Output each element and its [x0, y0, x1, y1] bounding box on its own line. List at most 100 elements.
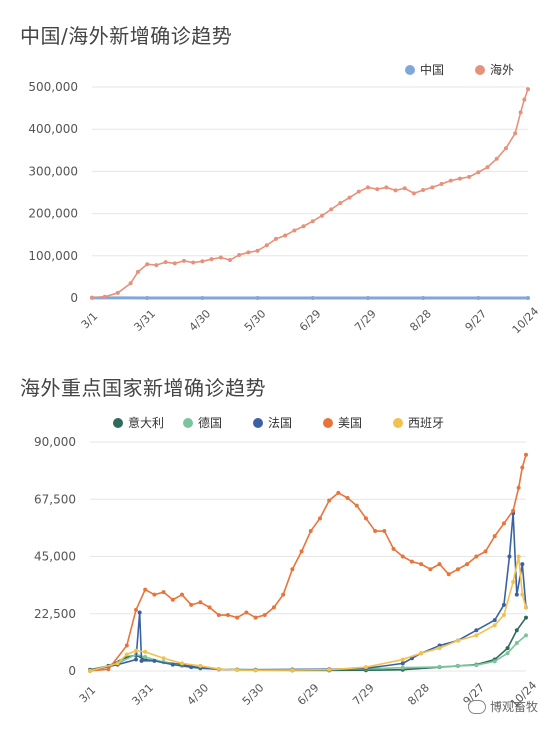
data-point: [145, 296, 149, 300]
data-point: [394, 188, 398, 192]
data-point: [465, 562, 469, 566]
data-point: [519, 110, 523, 114]
data-point: [200, 259, 204, 263]
legend-marker: [113, 418, 123, 428]
data-point: [173, 261, 177, 265]
data-point: [467, 175, 471, 179]
data-point: [456, 664, 460, 668]
data-point: [474, 663, 478, 667]
data-point: [355, 504, 359, 508]
data-point: [513, 131, 517, 135]
data-point: [302, 224, 306, 228]
data-point: [88, 669, 92, 673]
data-point: [526, 296, 530, 300]
data-point: [447, 572, 451, 576]
x-tick-label: 6/29: [297, 307, 324, 334]
data-point: [154, 263, 158, 267]
data-point: [526, 87, 530, 91]
data-point: [506, 651, 510, 655]
data-point: [292, 228, 296, 232]
legend-label: 德国: [198, 415, 222, 430]
data-point: [504, 146, 508, 150]
data-point: [210, 257, 214, 261]
data-point: [237, 253, 241, 257]
data-point: [318, 516, 322, 520]
data-point: [493, 618, 497, 622]
x-tick-label: 3/1: [77, 684, 99, 706]
y-tick-label: 100,000: [28, 249, 78, 263]
series-line: [90, 635, 526, 670]
watermark: 博观畜牧: [468, 698, 538, 715]
data-point: [143, 655, 147, 659]
data-point: [520, 593, 524, 597]
data-point: [511, 580, 515, 584]
data-point: [522, 98, 526, 102]
data-point: [430, 185, 434, 189]
data-point: [484, 549, 488, 553]
data-point: [327, 668, 331, 672]
x-tick-label: 5/30: [240, 681, 267, 708]
data-point: [456, 638, 460, 642]
x-tick-label: 3/31: [129, 681, 156, 708]
data-point: [228, 258, 232, 262]
data-point: [272, 605, 276, 609]
legend-marker: [323, 418, 333, 428]
data-point: [438, 562, 442, 566]
data-point: [421, 296, 425, 300]
y-tick-label: 500,000: [28, 80, 78, 94]
data-point: [125, 644, 129, 648]
data-point: [290, 567, 294, 571]
data-point: [256, 249, 260, 253]
data-point: [456, 567, 460, 571]
data-point: [401, 658, 405, 662]
data-point: [392, 547, 396, 551]
data-point: [180, 661, 184, 665]
data-point: [364, 516, 368, 520]
data-point: [476, 170, 480, 174]
data-point: [493, 659, 497, 663]
data-point: [493, 623, 497, 627]
legend-label: 中国: [420, 62, 444, 77]
data-point: [116, 291, 120, 295]
data-point: [134, 658, 138, 662]
data-point: [419, 651, 423, 655]
data-point: [198, 600, 202, 604]
x-tick-label: 8/28: [405, 681, 432, 708]
data-point: [520, 465, 524, 469]
data-point: [235, 616, 239, 620]
data-point: [162, 590, 166, 594]
data-point: [320, 214, 324, 218]
data-point: [235, 668, 239, 672]
legend-marker: [253, 418, 263, 428]
data-point: [419, 562, 423, 566]
chart2-title: 海外重点国家新增确诊趋势: [20, 372, 266, 401]
data-point: [357, 190, 361, 194]
data-point: [438, 646, 442, 650]
data-point: [219, 255, 223, 259]
watermark-label: 博观畜牧: [490, 698, 538, 715]
data-point: [244, 610, 248, 614]
data-point: [524, 605, 528, 609]
data-point: [309, 529, 313, 533]
data-point: [336, 491, 340, 495]
data-point: [502, 613, 506, 617]
data-point: [401, 555, 405, 559]
data-point: [502, 603, 506, 607]
data-point: [125, 652, 129, 656]
data-point: [152, 593, 156, 597]
data-point: [256, 296, 260, 300]
data-point: [189, 665, 193, 669]
y-tick-label: 200,000: [28, 207, 78, 221]
data-point: [474, 555, 478, 559]
data-point: [384, 185, 388, 189]
x-tick-label: 3/31: [131, 307, 158, 334]
data-point: [290, 668, 294, 672]
legend-label: 美国: [338, 416, 362, 430]
data-point: [410, 560, 414, 564]
data-point: [217, 613, 221, 617]
data-point: [375, 187, 379, 191]
data-point: [143, 588, 147, 592]
data-point: [520, 562, 524, 566]
legend-label: 海外: [490, 62, 514, 77]
